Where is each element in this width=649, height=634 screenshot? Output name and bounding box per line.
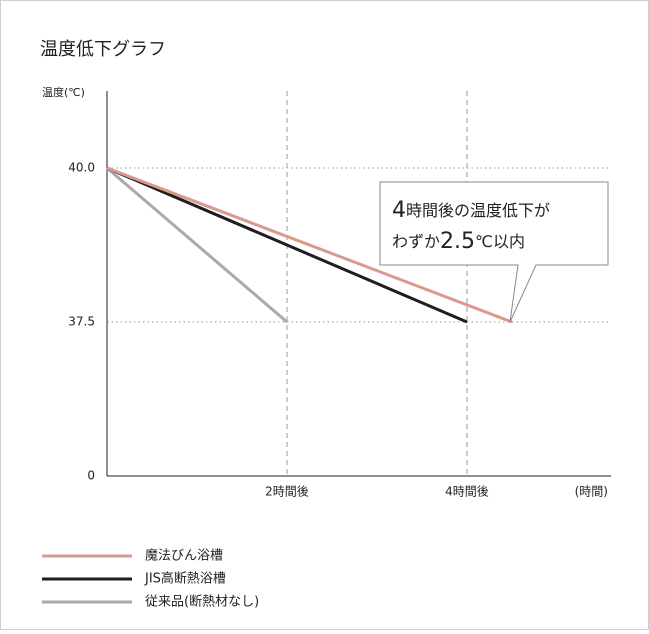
series-line <box>106 166 468 324</box>
legend-label: 魔法びん浴槽 <box>145 549 223 564</box>
chart-title: 温度低下グラフ <box>40 39 166 60</box>
y-tick-label: 40.0 <box>68 161 95 175</box>
callout-line2: わずか2.5℃以内 <box>392 229 525 254</box>
callout-text: 時間後の温度低下が <box>406 201 550 220</box>
x-axis-label: (時間) <box>575 485 608 499</box>
callout-text: 2.5 <box>440 229 475 254</box>
legend-label: JIS高断熱浴槽 <box>144 571 226 587</box>
y-tick-label: 0 <box>87 469 95 483</box>
callout-line1: 4時間後の温度低下が <box>392 198 550 223</box>
grid: 0 37.5 40.0 2時間後 4時間後 <box>68 91 611 499</box>
callout-text: ℃以内 <box>475 232 525 251</box>
legend-label: 従来品(断熱材なし) <box>145 595 259 610</box>
x-tick-label: 4時間後 <box>445 485 489 499</box>
series-line <box>106 166 513 324</box>
x-tick-label: 2時間後 <box>265 485 309 499</box>
callout-text: 4 <box>392 198 406 223</box>
callout-text: わずか <box>392 232 440 251</box>
y-axis-label: 温度(℃) <box>42 85 85 99</box>
y-tick-label: 37.5 <box>68 315 95 329</box>
callout-box <box>379 181 609 323</box>
callout: 4時間後の温度低下が わずか2.5℃以内 <box>379 181 609 323</box>
series-line <box>106 166 288 324</box>
lines <box>106 166 513 324</box>
